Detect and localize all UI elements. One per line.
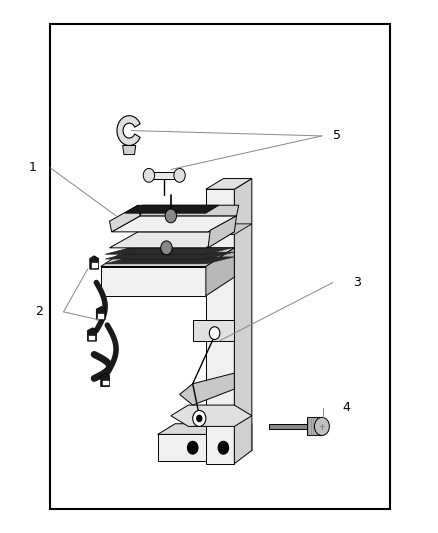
Polygon shape bbox=[105, 247, 234, 254]
Polygon shape bbox=[101, 248, 234, 266]
Text: 2: 2 bbox=[35, 305, 43, 318]
Polygon shape bbox=[149, 172, 180, 179]
Circle shape bbox=[218, 441, 229, 454]
Polygon shape bbox=[112, 216, 237, 232]
Polygon shape bbox=[206, 224, 252, 235]
Polygon shape bbox=[140, 205, 239, 216]
Text: 5: 5 bbox=[333, 130, 341, 142]
Polygon shape bbox=[307, 417, 322, 435]
Polygon shape bbox=[171, 405, 252, 426]
Polygon shape bbox=[117, 116, 140, 146]
Polygon shape bbox=[208, 216, 237, 248]
Polygon shape bbox=[158, 424, 252, 434]
Polygon shape bbox=[97, 313, 104, 319]
Polygon shape bbox=[234, 179, 252, 464]
Polygon shape bbox=[101, 266, 206, 296]
Polygon shape bbox=[206, 179, 252, 189]
Polygon shape bbox=[102, 380, 109, 385]
Polygon shape bbox=[88, 335, 95, 340]
Circle shape bbox=[165, 209, 177, 223]
Circle shape bbox=[174, 168, 185, 182]
Circle shape bbox=[197, 415, 202, 422]
Polygon shape bbox=[123, 146, 136, 155]
Polygon shape bbox=[180, 373, 234, 405]
Polygon shape bbox=[90, 256, 99, 269]
Circle shape bbox=[143, 168, 155, 182]
Polygon shape bbox=[101, 373, 110, 386]
Polygon shape bbox=[88, 328, 96, 341]
Text: 4: 4 bbox=[342, 401, 350, 414]
Polygon shape bbox=[234, 424, 252, 461]
Text: 1: 1 bbox=[29, 161, 37, 174]
Polygon shape bbox=[96, 306, 105, 320]
Circle shape bbox=[187, 441, 198, 454]
Polygon shape bbox=[158, 434, 234, 461]
Circle shape bbox=[209, 327, 220, 340]
Polygon shape bbox=[105, 252, 234, 259]
Polygon shape bbox=[91, 262, 98, 268]
Circle shape bbox=[314, 417, 329, 435]
Bar bbox=[50, 24, 390, 509]
Circle shape bbox=[161, 241, 172, 255]
Polygon shape bbox=[269, 424, 307, 429]
Text: 3: 3 bbox=[353, 276, 361, 289]
Polygon shape bbox=[206, 189, 234, 464]
Polygon shape bbox=[206, 248, 234, 296]
Circle shape bbox=[193, 410, 206, 426]
Polygon shape bbox=[125, 205, 219, 213]
Polygon shape bbox=[110, 205, 140, 232]
Polygon shape bbox=[193, 320, 234, 341]
Polygon shape bbox=[105, 257, 234, 264]
Polygon shape bbox=[110, 232, 234, 248]
